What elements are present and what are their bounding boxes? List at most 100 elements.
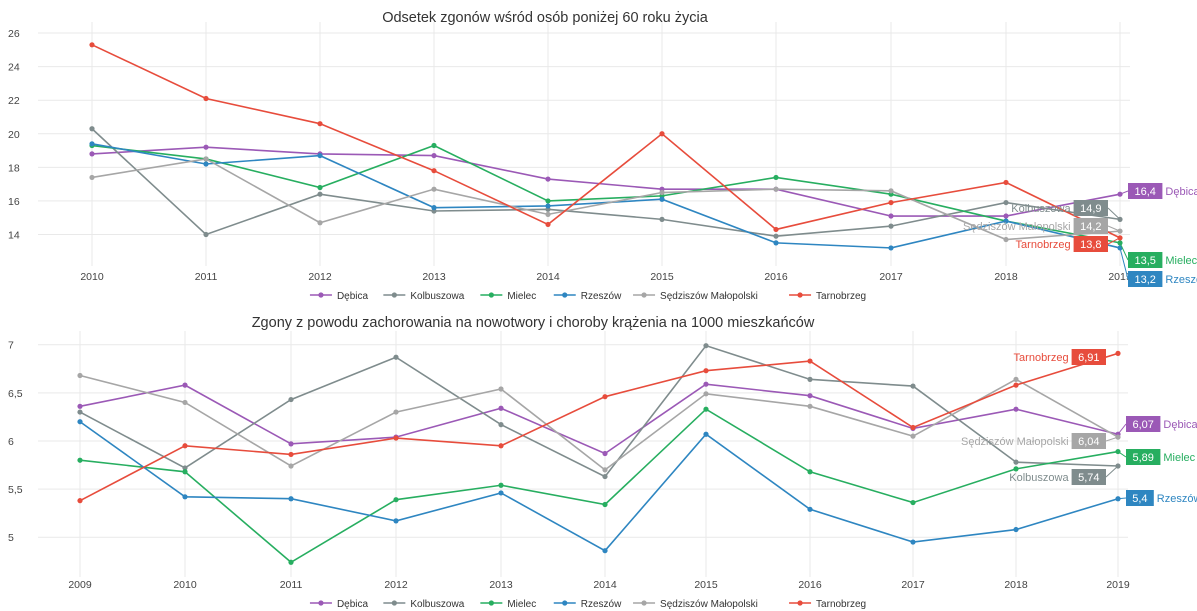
end-badge	[1073, 236, 1108, 252]
legend-item-rzeszow[interactable]: Rzeszów	[553, 291, 622, 302]
x-tick-label: 2015	[694, 579, 718, 591]
legend-label: Tarnobrzeg	[816, 291, 866, 302]
data-point-mielec	[77, 457, 83, 463]
end-badge-value: 5,4	[1132, 493, 1147, 505]
data-point-sedziszow-malopolski	[703, 391, 709, 397]
end-label-mielec: 13,5 Mielec	[1119, 242, 1197, 268]
data-point-rzeszow	[807, 506, 813, 512]
legend-swatch-dot	[391, 600, 397, 606]
data-point-rzeszow	[888, 245, 894, 251]
end-label-kolbuszowa: 5,74 Kolbuszowa	[1009, 465, 1119, 485]
data-point-sedziszow-malopolski	[317, 220, 323, 226]
legend-item-mielec[interactable]: Mielec	[480, 599, 536, 610]
series-line-rzeszow	[91, 143, 1121, 249]
end-badge-value: 5,74	[1078, 472, 1099, 484]
legend-label: Mielec	[507, 291, 536, 302]
x-tick-label: 2010	[80, 271, 104, 283]
legend: Dębica Kolbuszowa Mielec Rzeszów Sędziszów M…	[309, 599, 866, 610]
end-badge	[1126, 490, 1154, 506]
data-point-tarnobrzeg	[703, 368, 709, 374]
end-label-name: Tarnobrzeg	[1016, 239, 1071, 251]
legend-item-sedziszow-malopolski[interactable]: Sędziszów Małopolski	[633, 291, 758, 302]
data-point-tarnobrzeg	[1013, 382, 1019, 388]
y-tick-label: 18	[8, 162, 20, 174]
y-tick-label: 22	[8, 95, 20, 107]
end-badge	[1128, 183, 1163, 199]
data-point-sedziszow-malopolski	[203, 156, 209, 162]
y-tick-label: 20	[8, 129, 20, 141]
y-tick-label: 5,5	[8, 484, 23, 496]
end-label-tarnobrzeg: 13,8 Tarnobrzeg	[1016, 236, 1121, 252]
data-point-tarnobrzeg	[910, 424, 916, 431]
data-point-mielec	[773, 174, 779, 181]
data-point-rzeszow	[288, 496, 294, 502]
legend-label: Sędziszów Małopolski	[660, 291, 758, 302]
data-point-debica	[703, 381, 709, 387]
data-point-kolbuszowa	[1003, 199, 1009, 206]
data-point-kolbuszowa	[203, 231, 209, 238]
data-point-debica	[498, 405, 504, 411]
series-line-sedziszow-malopolski	[91, 158, 1121, 241]
x-tick-label: 2013	[422, 271, 446, 283]
end-label-rzeszow: 5,4 Rzeszów	[1117, 490, 1197, 506]
data-point-tarnobrzeg	[317, 121, 323, 127]
data-point-tarnobrzeg	[1003, 179, 1009, 186]
end-badge-value: 13,2	[1134, 274, 1155, 286]
end-label-debica: 16,4 Dębica	[1119, 183, 1197, 199]
legend-label: Dębica	[337, 599, 369, 610]
end-label-name: Tarnobrzeg	[1014, 352, 1069, 364]
data-point-mielec	[498, 482, 504, 488]
end-badge	[1128, 252, 1163, 268]
chart-under-60-deaths: Odsetek zgonów wśród osób poniżej 60 rok…	[8, 10, 1197, 302]
legend-item-tarnobrzeg[interactable]: Tarnobrzeg	[789, 291, 866, 302]
legend-label: Kolbuszowa	[410, 291, 464, 302]
data-point-sedziszow-malopolski	[1013, 376, 1019, 382]
x-tick-label: 2012	[308, 271, 332, 283]
data-point-kolbuszowa	[703, 343, 709, 349]
end-badge	[1071, 349, 1106, 365]
legend-swatch-dot	[797, 600, 803, 606]
legend-item-kolbuszowa[interactable]: Kolbuszowa	[383, 599, 465, 610]
data-point-tarnobrzeg	[602, 394, 608, 400]
end-badge-value: 14,9	[1080, 203, 1101, 215]
data-point-mielec	[703, 406, 709, 412]
legend: Dębica Kolbuszowa Mielec Rzeszów Sędziszów M…	[309, 291, 866, 302]
series-line-kolbuszowa	[79, 344, 1119, 478]
data-point-debica	[77, 403, 83, 409]
data-point-rzeszow	[545, 203, 551, 209]
end-label-name: Mielec	[1165, 255, 1197, 267]
y-tick-label: 7	[8, 340, 14, 352]
legend-item-mielec[interactable]: Mielec	[480, 291, 536, 302]
legend-item-tarnobrzeg[interactable]: Tarnobrzeg	[789, 599, 866, 610]
legend-swatch-dot	[797, 292, 803, 298]
end-label-sedziszow-malopolski: 14,2 Sędziszów Małopolski	[963, 218, 1121, 234]
data-point-kolbuszowa	[773, 233, 779, 239]
legend-item-kolbuszowa[interactable]: Kolbuszowa	[383, 291, 465, 302]
x-tick-label: 2014	[593, 579, 617, 591]
x-tick-label: 2014	[536, 271, 560, 283]
x-tick-label: 2012	[384, 579, 408, 591]
series-line-mielec	[91, 144, 1121, 244]
x-tick-label: 2017	[901, 579, 925, 591]
x-tick-label: 2010	[173, 579, 197, 591]
legend-swatch-dot	[391, 292, 397, 298]
legend-item-debica[interactable]: Dębica	[309, 291, 369, 302]
legend-swatch-dot	[641, 292, 647, 298]
data-point-sedziszow-malopolski	[807, 403, 813, 409]
legend-label: Mielec	[507, 599, 536, 610]
data-point-debica	[203, 144, 209, 150]
data-point-mielec	[317, 184, 323, 191]
data-point-sedziszow-malopolski	[910, 433, 916, 439]
legend-item-sedziszow-malopolski[interactable]: Sędziszów Małopolski	[633, 599, 758, 610]
end-badge	[1071, 469, 1106, 485]
legend-item-debica[interactable]: Dębica	[309, 599, 369, 610]
legend-item-rzeszow[interactable]: Rzeszów	[553, 599, 622, 610]
end-label-name: Sędziszów Małopolski	[963, 221, 1071, 233]
data-point-sedziszow-malopolski	[888, 188, 894, 194]
data-point-sedziszow-malopolski	[498, 386, 504, 392]
end-label-name: Kolbuszowa	[1011, 203, 1071, 215]
data-point-kolbuszowa	[89, 126, 95, 132]
chart-title: Zgony z powodu zachorowania na nowotwory…	[252, 315, 815, 331]
data-point-kolbuszowa	[498, 422, 504, 428]
data-point-debica	[1013, 406, 1019, 412]
